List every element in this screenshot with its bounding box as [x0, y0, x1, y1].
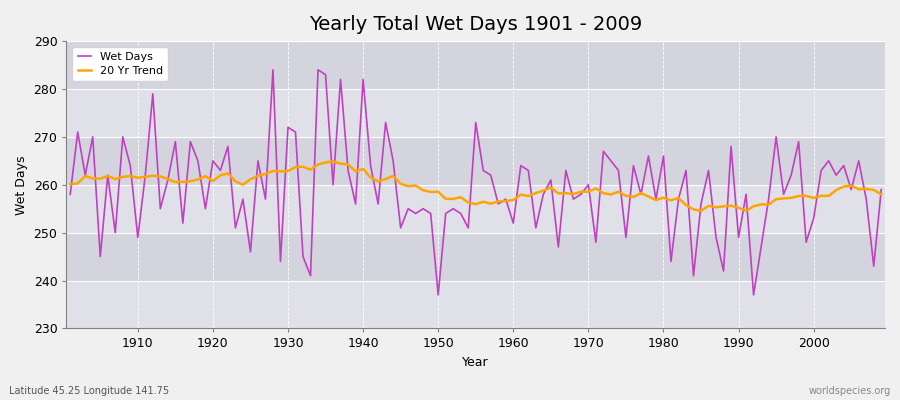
20 Yr Trend	[606, 192, 616, 197]
20 Yr Trend	[508, 198, 518, 202]
20 Yr Trend	[328, 159, 338, 164]
20 Yr Trend	[343, 162, 354, 167]
20 Yr Trend	[696, 208, 706, 213]
20 Yr Trend	[290, 165, 301, 170]
Bar	[67, 185, 885, 233]
Wet Days	[343, 168, 354, 173]
20 Yr Trend	[125, 174, 136, 178]
Wet Days	[516, 163, 526, 168]
Bar	[67, 41, 885, 89]
Wet Days	[65, 192, 76, 197]
20 Yr Trend	[876, 192, 886, 197]
Wet Days	[523, 168, 534, 173]
Wet Days	[298, 254, 309, 259]
Bar	[67, 233, 885, 280]
Wet Days	[267, 68, 278, 72]
Bar	[67, 89, 885, 137]
20 Yr Trend	[65, 182, 76, 187]
20 Yr Trend	[516, 192, 526, 197]
Y-axis label: Wet Days: Wet Days	[15, 155, 28, 214]
Wet Days	[433, 292, 444, 297]
Wet Days	[876, 187, 886, 192]
Line: Wet Days: Wet Days	[70, 70, 881, 295]
X-axis label: Year: Year	[463, 356, 489, 369]
Bar	[67, 137, 885, 185]
Text: Latitude 45.25 Longitude 141.75: Latitude 45.25 Longitude 141.75	[9, 386, 169, 396]
Line: 20 Yr Trend: 20 Yr Trend	[70, 161, 881, 211]
Bar	[67, 280, 885, 328]
Legend: Wet Days, 20 Yr Trend: Wet Days, 20 Yr Trend	[72, 47, 168, 81]
Title: Yearly Total Wet Days 1901 - 2009: Yearly Total Wet Days 1901 - 2009	[309, 15, 643, 34]
Wet Days	[613, 168, 624, 173]
Wet Days	[125, 163, 136, 168]
Text: worldspecies.org: worldspecies.org	[809, 386, 891, 396]
